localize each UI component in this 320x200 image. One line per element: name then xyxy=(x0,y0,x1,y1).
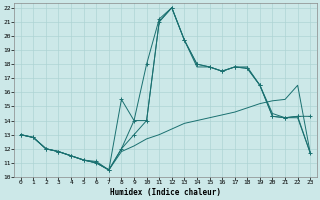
X-axis label: Humidex (Indice chaleur): Humidex (Indice chaleur) xyxy=(110,188,221,197)
